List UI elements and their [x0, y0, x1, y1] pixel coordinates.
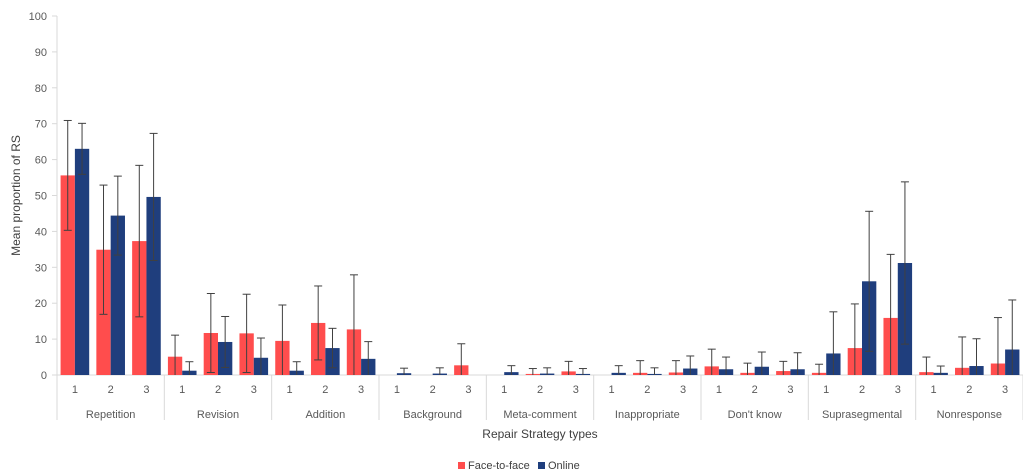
x-group-label: Suprasegmental [822, 409, 902, 421]
error-bars [63, 119, 1017, 375]
y-tick-label: 70 [35, 119, 47, 131]
bar-online [74, 148, 90, 375]
x-subtick-label: 3 [143, 384, 149, 396]
bar-online [146, 196, 161, 375]
legend-swatch [458, 462, 465, 469]
x-subtick-label: 2 [752, 384, 758, 396]
x-subtick-label: 1 [179, 384, 185, 396]
x-group-label: Nonresponse [937, 409, 1002, 421]
x-subtick-label: 2 [215, 384, 221, 396]
x-group-label: Background [403, 409, 462, 421]
tick-labels: 0 10 20 30 40 50 60 70 80 90 100 1 2 3 Repetition 1 2 3 Re… [29, 11, 1009, 421]
x-subtick-label: 2 [859, 384, 865, 396]
x-subtick-label: 3 [251, 384, 257, 396]
x-subtick-label: 1 [72, 384, 78, 396]
y-tick-label: 50 [35, 191, 47, 203]
y-axis-title: Mean proportion of RS [9, 135, 23, 256]
bar-face-to-face [60, 175, 75, 375]
x-subtick-label: 1 [930, 384, 936, 396]
y-tick-label: 100 [29, 11, 47, 23]
x-subtick-label: 1 [286, 384, 292, 396]
x-subtick-label: 2 [108, 384, 114, 396]
x-subtick-label: 2 [537, 384, 543, 396]
legend-label: Face-to-face [468, 460, 530, 472]
x-subtick-label: 2 [644, 384, 650, 396]
y-tick-label: 80 [35, 83, 47, 95]
x-group-label: Addition [305, 409, 345, 421]
x-subtick-label: 2 [322, 384, 328, 396]
x-subtick-label: 2 [966, 384, 972, 396]
y-tick-label: 30 [35, 262, 47, 274]
y-tick-label: 60 [35, 155, 47, 167]
bars [60, 148, 1020, 375]
y-tick-label: 20 [35, 298, 47, 310]
legend: Face-to-face Online [458, 460, 580, 472]
x-subtick-label: 3 [465, 384, 471, 396]
x-subtick-label: 3 [1002, 384, 1008, 396]
x-subtick-label: 1 [501, 384, 507, 396]
x-subtick-label: 1 [608, 384, 614, 396]
x-subtick-label: 3 [358, 384, 364, 396]
y-tick-label: 0 [41, 370, 47, 382]
x-subtick-label: 1 [716, 384, 722, 396]
x-axis-title: Repair Strategy types [482, 427, 597, 441]
x-group-label: Don't know [728, 409, 782, 421]
y-tick-label: 40 [35, 226, 47, 238]
legend-label: Online [548, 460, 580, 472]
x-group-label: Repetition [86, 409, 136, 421]
x-group-label: Revision [197, 409, 239, 421]
x-subtick-label: 2 [430, 384, 436, 396]
legend-swatch [538, 462, 545, 469]
x-group-label: Inappropriate [615, 409, 680, 421]
x-subtick-label: 1 [823, 384, 829, 396]
y-tick-label: 90 [35, 47, 47, 59]
x-subtick-label: 3 [680, 384, 686, 396]
x-subtick-label: 1 [394, 384, 400, 396]
x-subtick-label: 3 [895, 384, 901, 396]
x-subtick-label: 3 [787, 384, 793, 396]
y-tick-label: 10 [35, 334, 47, 346]
x-group-label: Meta-comment [503, 409, 576, 421]
axes [52, 15, 1023, 420]
x-subtick-label: 3 [573, 384, 579, 396]
